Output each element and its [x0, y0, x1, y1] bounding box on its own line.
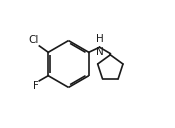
- Text: F: F: [33, 81, 39, 91]
- Text: N: N: [96, 47, 104, 57]
- Text: H: H: [96, 34, 104, 44]
- Text: Cl: Cl: [28, 35, 39, 45]
